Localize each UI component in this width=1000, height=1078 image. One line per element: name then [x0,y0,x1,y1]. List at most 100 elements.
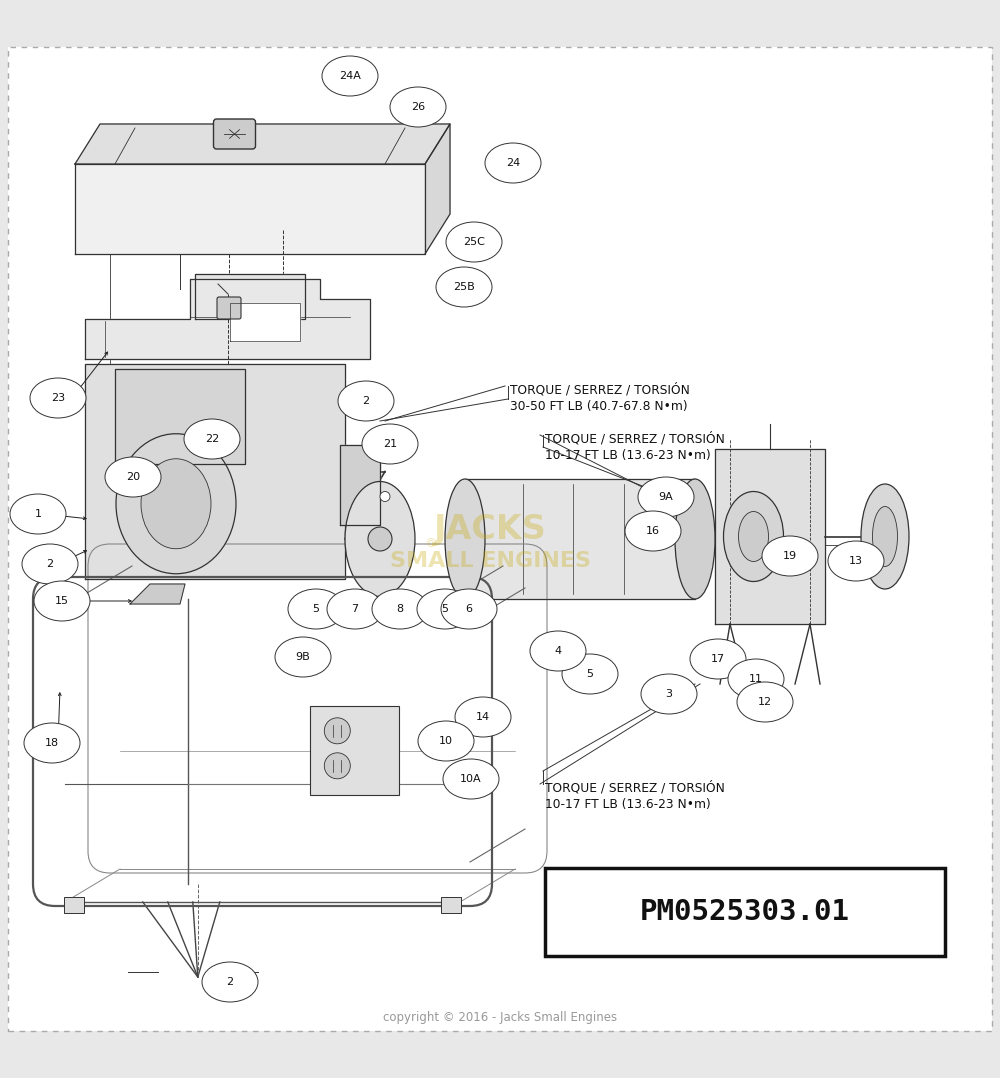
FancyBboxPatch shape [310,706,399,794]
FancyBboxPatch shape [64,897,84,913]
Text: TORQUE / SERREZ / TORSIÓN
10-17 FT LB (13.6-23 N•m): TORQUE / SERREZ / TORSIÓN 10-17 FT LB (1… [545,432,725,462]
Text: 2: 2 [226,977,234,987]
Text: 7: 7 [351,604,359,614]
Ellipse shape [724,492,784,581]
Text: 2: 2 [46,559,54,569]
Ellipse shape [443,759,499,799]
FancyBboxPatch shape [214,119,256,149]
Ellipse shape [202,962,258,1001]
Text: 6: 6 [466,604,473,614]
Circle shape [324,752,350,778]
Ellipse shape [436,267,492,307]
Text: 24: 24 [506,158,520,168]
Ellipse shape [338,381,394,421]
Ellipse shape [24,723,80,763]
Text: 12: 12 [758,697,772,707]
Text: 10: 10 [439,736,453,746]
Text: PM0525303.01: PM0525303.01 [640,898,850,926]
Text: 19: 19 [783,551,797,561]
Text: 24A: 24A [339,71,361,81]
Ellipse shape [184,419,240,459]
Text: 16: 16 [646,526,660,536]
Text: 9B: 9B [296,652,310,662]
Text: 18: 18 [45,738,59,748]
Ellipse shape [675,479,715,599]
Ellipse shape [362,424,418,464]
Polygon shape [230,303,300,341]
Text: 22: 22 [205,434,219,444]
Ellipse shape [641,674,697,714]
Polygon shape [85,364,345,579]
Ellipse shape [530,631,586,671]
FancyBboxPatch shape [441,897,461,913]
Ellipse shape [372,589,428,628]
Polygon shape [75,124,450,164]
Polygon shape [85,279,370,359]
Text: 10A: 10A [460,774,482,784]
Text: 21: 21 [383,439,397,450]
Ellipse shape [417,589,473,628]
Text: 1: 1 [34,509,42,519]
Text: 5: 5 [442,604,448,614]
Text: 14: 14 [476,711,490,722]
Bar [545,868,945,956]
Polygon shape [75,164,425,254]
Ellipse shape [445,479,485,599]
Ellipse shape [327,589,383,628]
Text: 25B: 25B [453,282,475,292]
Text: 4: 4 [554,646,562,657]
Ellipse shape [737,682,793,722]
Text: 13: 13 [849,556,863,566]
Ellipse shape [141,459,211,549]
Text: 5: 5 [312,604,320,614]
Ellipse shape [10,494,66,534]
FancyBboxPatch shape [217,298,241,319]
Text: 8: 8 [396,604,404,614]
Circle shape [380,492,390,501]
Circle shape [380,442,390,452]
Ellipse shape [690,639,746,679]
Ellipse shape [345,482,415,596]
Text: SMALL ENGINES: SMALL ENGINES [390,551,590,571]
Text: 20: 20 [126,472,140,482]
Text: 25C: 25C [463,237,485,247]
Polygon shape [340,445,380,525]
Text: ©: © [424,538,436,551]
Text: JACKS: JACKS [434,512,546,545]
Polygon shape [425,124,450,254]
Text: 3: 3 [666,689,672,699]
Text: 15: 15 [55,596,69,606]
Ellipse shape [275,637,331,677]
Ellipse shape [34,581,90,621]
Text: 5: 5 [586,669,594,679]
Ellipse shape [728,659,784,699]
Text: 2: 2 [362,396,370,406]
Ellipse shape [872,507,898,567]
Ellipse shape [861,484,909,589]
Ellipse shape [828,541,884,581]
Ellipse shape [485,143,541,183]
Ellipse shape [418,721,474,761]
Text: 23: 23 [51,393,65,403]
Ellipse shape [638,476,694,517]
Circle shape [324,718,350,744]
Ellipse shape [30,378,86,418]
Ellipse shape [22,544,78,584]
Text: 11: 11 [749,674,763,685]
Circle shape [368,527,392,551]
Ellipse shape [390,87,446,127]
Polygon shape [115,369,245,464]
Polygon shape [465,479,695,599]
Text: TORQUE / SERREZ / TORSIÓN
10-17 FT LB (13.6-23 N•m): TORQUE / SERREZ / TORSIÓN 10-17 FT LB (1… [545,780,725,811]
Text: 17: 17 [711,654,725,664]
Ellipse shape [288,589,344,628]
Ellipse shape [739,511,769,562]
Ellipse shape [562,654,618,694]
Ellipse shape [441,589,497,628]
Ellipse shape [446,222,502,262]
Ellipse shape [322,56,378,96]
Ellipse shape [116,433,236,573]
Ellipse shape [455,697,511,737]
Polygon shape [715,450,825,624]
Ellipse shape [762,536,818,576]
